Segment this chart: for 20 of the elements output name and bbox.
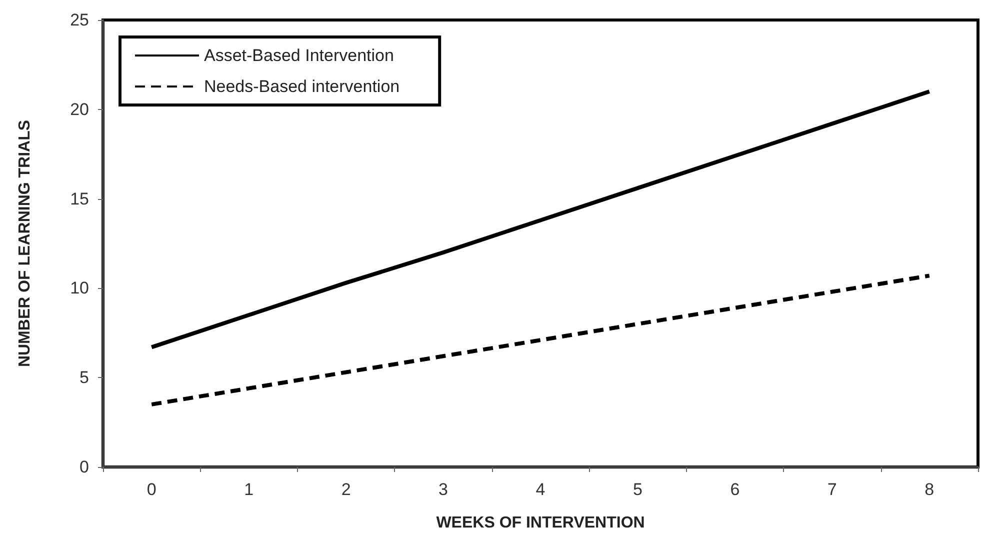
legend-label: Asset-Based Intervention (204, 46, 394, 65)
y-tick-label: 25 (70, 10, 89, 30)
line-series (150, 274, 932, 406)
x-tick-label: 8 (924, 480, 934, 499)
y-tick-label: 20 (70, 100, 89, 119)
y-tick-label: 10 (70, 278, 89, 298)
legend-label: Needs-Based intervention (204, 77, 400, 96)
x-tick-label: 5 (632, 480, 642, 499)
y-axis-title: NUMBER OF LEARNING TRIALS (16, 120, 34, 368)
y-tick-label: 5 (80, 368, 89, 388)
y-tick-label: 0 (80, 458, 89, 476)
x-tick-label: 4 (536, 480, 546, 499)
x-tick-label: 1 (244, 480, 254, 499)
x-tick-label: 7 (827, 480, 837, 499)
x-tick-label: 2 (341, 480, 351, 499)
x-tick-label: 0 (146, 480, 156, 499)
x-axis-title: WEEKS OF INTERVENTION (436, 514, 645, 532)
x-tick-label: 6 (730, 480, 740, 499)
y-tick-label: 15 (70, 189, 89, 208)
x-tick-label: 3 (438, 480, 448, 499)
